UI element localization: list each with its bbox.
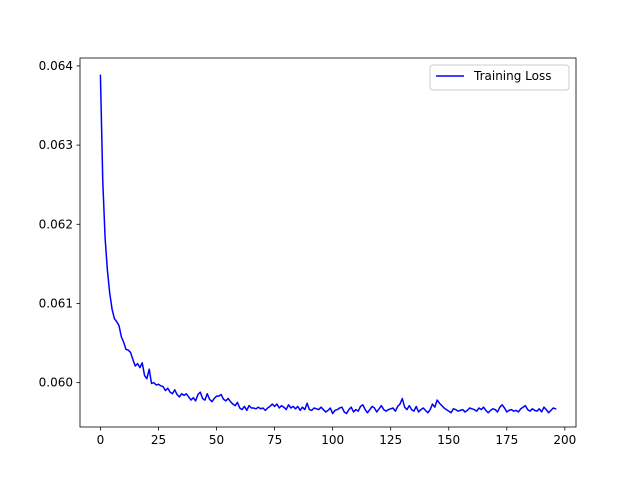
- plot-frame: [79, 57, 577, 428]
- legend: Training Loss: [429, 64, 570, 91]
- legend-box: [429, 64, 570, 91]
- x-axis: 0 25 50 75 100 125 150 175 200: [97, 427, 576, 447]
- x-tick-label: 125: [379, 433, 402, 447]
- plot-area: [80, 58, 576, 427]
- x-tick-label: 175: [495, 433, 518, 447]
- y-tick-label: 0.064: [39, 59, 73, 73]
- x-tick-label: 50: [209, 433, 224, 447]
- legend-label: Training Loss: [473, 69, 551, 83]
- y-tick-label: 0.062: [39, 217, 73, 231]
- y-axis: 0.060 0.061 0.062 0.063 0.064: [39, 59, 80, 390]
- y-tick-label: 0.063: [39, 138, 73, 152]
- x-tick-label: 25: [151, 433, 166, 447]
- y-tick-label: 0.061: [39, 296, 73, 310]
- y-tick-label: 0.060: [39, 376, 73, 390]
- x-tick-label: 100: [321, 433, 344, 447]
- x-tick-label: 0: [97, 433, 105, 447]
- x-tick-label: 150: [437, 433, 460, 447]
- series-layer: [99, 74, 557, 415]
- x-tick-label: 200: [553, 433, 576, 447]
- training-loss-line: [99, 74, 557, 415]
- x-tick-label: 75: [267, 433, 282, 447]
